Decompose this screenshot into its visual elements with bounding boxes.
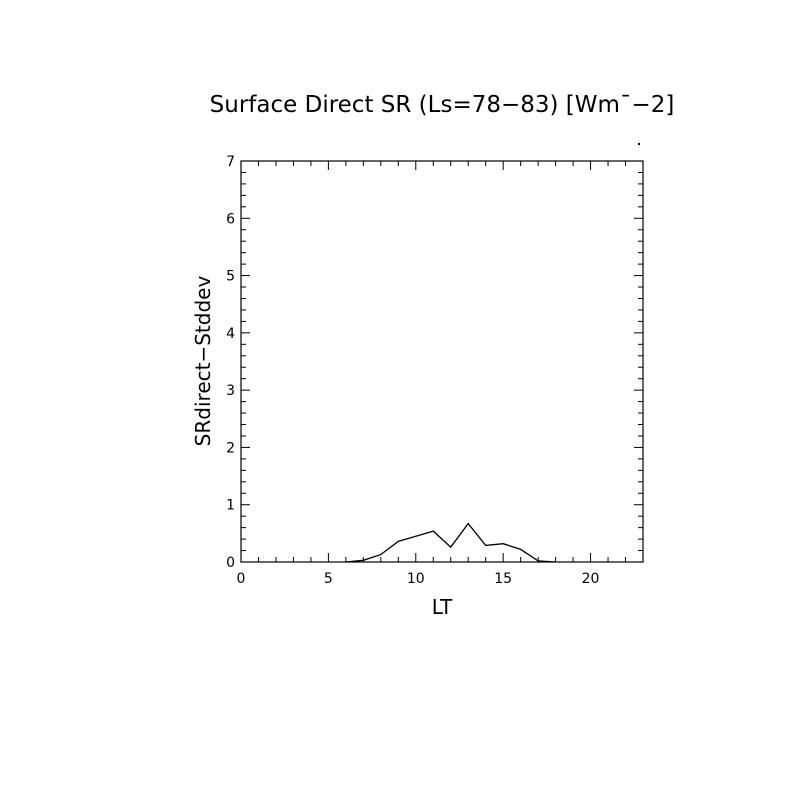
x-tick-labels: 0 5 10 15 20 (237, 571, 600, 587)
corner-dot (638, 143, 640, 145)
x-tick-label: 20 (582, 571, 600, 587)
x-axis-label: LT (432, 595, 453, 619)
plot-frame (240, 160, 644, 563)
axis-ticks (240, 160, 644, 563)
y-tick-label: 5 (226, 269, 235, 285)
y-tick-label: 3 (226, 383, 235, 399)
x-tick-label: 15 (494, 571, 512, 587)
x-tick-label: 5 (324, 571, 333, 587)
y-tick-label: 1 (226, 498, 235, 514)
y-tick-label: 0 (226, 555, 235, 571)
y-tick-label: 2 (226, 440, 235, 456)
x-tick-label: 0 (237, 571, 246, 587)
y-tick-label: 7 (226, 154, 235, 170)
x-tick-label: 10 (407, 571, 425, 587)
y-tick-labels: 0 1 2 3 4 5 6 7 (226, 154, 235, 571)
y-tick-label: 4 (226, 326, 235, 342)
chart-title: Surface Direct SR (Ls=78−83) [Wm¯−2] (210, 92, 675, 118)
y-axis-label: SRdirect−Stddev (191, 276, 215, 447)
plot-area: 0 5 10 15 20 0 1 2 3 4 5 6 7 (226, 143, 644, 587)
y-tick-label: 6 (226, 211, 235, 227)
series-line (345, 522, 556, 563)
